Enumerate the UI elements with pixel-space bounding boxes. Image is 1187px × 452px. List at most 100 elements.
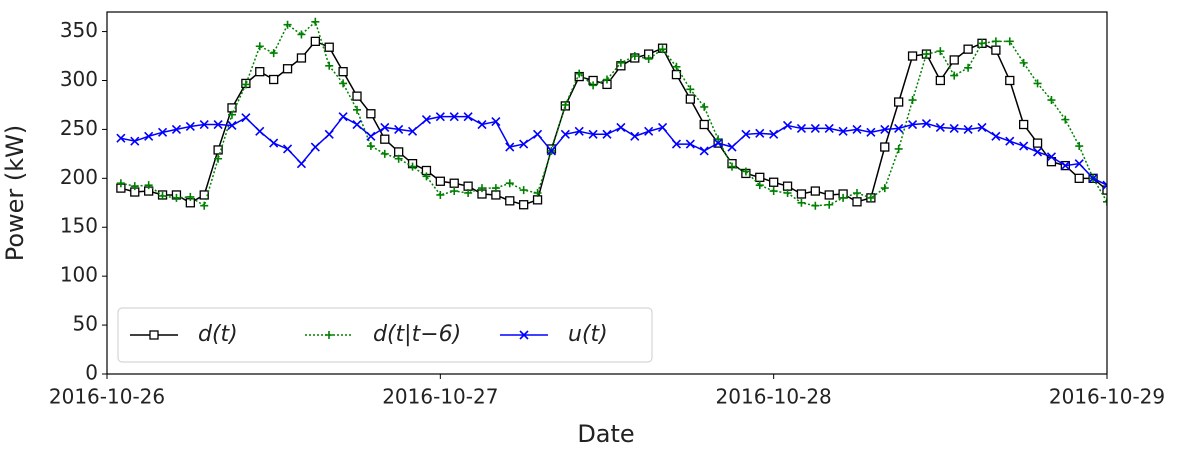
- marker: [1074, 159, 1084, 169]
- marker: [630, 131, 640, 141]
- marker: [699, 146, 709, 156]
- legend-box: [117, 307, 653, 363]
- marker: [116, 179, 125, 188]
- marker: [978, 39, 986, 48]
- marker: [672, 62, 681, 71]
- marker: [977, 122, 987, 133]
- marker: [1019, 119, 1029, 130]
- y-tick-label: 350: [60, 18, 98, 42]
- y-tick-label: 50: [73, 312, 98, 336]
- marker: [630, 52, 639, 61]
- marker: [339, 79, 348, 88]
- marker: [227, 120, 237, 131]
- marker: [171, 124, 182, 134]
- marker: [519, 186, 528, 195]
- series-line: [120, 20, 1107, 207]
- marker: [144, 131, 154, 141]
- marker: [380, 149, 389, 158]
- marker: [699, 119, 709, 130]
- marker: [741, 167, 750, 176]
- marker: [644, 54, 653, 63]
- marker: [769, 177, 779, 187]
- marker: [478, 184, 486, 193]
- marker: [324, 129, 334, 139]
- marker: [671, 139, 682, 149]
- marker: [574, 126, 584, 136]
- marker: [296, 53, 307, 63]
- marker: [213, 145, 223, 155]
- marker: [796, 189, 807, 199]
- marker: [880, 184, 889, 193]
- marker: [130, 136, 140, 146]
- marker: [1019, 58, 1028, 67]
- marker: [824, 123, 834, 133]
- marker: [394, 154, 403, 163]
- marker: [685, 139, 695, 149]
- marker: [407, 126, 418, 136]
- marker: [436, 190, 445, 199]
- marker: [908, 96, 917, 105]
- marker: [1102, 180, 1107, 190]
- marker: [782, 181, 793, 191]
- marker: [144, 181, 153, 190]
- marker: [532, 195, 543, 205]
- marker: [1075, 142, 1084, 151]
- marker: [963, 124, 973, 134]
- marker: [241, 80, 250, 89]
- marker: [1088, 173, 1098, 183]
- marker: [922, 50, 931, 59]
- marker: [366, 109, 376, 119]
- marker: [839, 193, 848, 202]
- marker: [505, 196, 515, 206]
- x-tick-label: 2016-10-29: [1049, 385, 1165, 409]
- marker: [657, 122, 668, 133]
- marker: [671, 69, 682, 80]
- marker: [199, 190, 209, 200]
- marker: [352, 119, 362, 130]
- marker: [158, 191, 167, 200]
- series-line: [120, 40, 1107, 206]
- marker: [616, 58, 625, 67]
- marker: [1047, 96, 1056, 105]
- marker: [560, 129, 570, 139]
- marker: [921, 118, 932, 129]
- marker: [408, 162, 417, 171]
- marker: [1032, 147, 1043, 157]
- marker: [880, 142, 890, 152]
- marker: [200, 201, 209, 210]
- legend-label: d(t|t−6): [373, 322, 461, 347]
- marker: [199, 119, 209, 130]
- marker: [769, 129, 779, 139]
- marker: [269, 49, 278, 58]
- y-tick-label: 150: [60, 214, 98, 238]
- marker: [394, 124, 404, 134]
- marker: [366, 142, 375, 151]
- marker: [505, 142, 515, 152]
- marker: [157, 127, 168, 137]
- marker: [575, 69, 584, 78]
- marker: [852, 197, 862, 207]
- marker: [1005, 37, 1014, 46]
- marker: [269, 74, 279, 85]
- marker: [533, 189, 542, 197]
- marker: [1046, 152, 1057, 162]
- marker: [1060, 161, 1070, 171]
- marker: [352, 91, 362, 101]
- marker: [936, 47, 945, 56]
- marker: [755, 172, 765, 182]
- marker: [561, 100, 570, 109]
- marker: [713, 138, 723, 148]
- marker: [588, 129, 598, 139]
- marker: [866, 193, 875, 202]
- x-tick-label: 2016-10-26: [49, 385, 165, 409]
- marker: [935, 75, 945, 86]
- plot: [116, 17, 1107, 210]
- marker: [435, 112, 445, 122]
- marker: [255, 126, 265, 136]
- marker: [130, 182, 139, 191]
- marker: [464, 189, 473, 197]
- marker: [380, 122, 390, 133]
- marker: [228, 110, 236, 119]
- marker: [449, 112, 459, 122]
- marker: [477, 119, 487, 130]
